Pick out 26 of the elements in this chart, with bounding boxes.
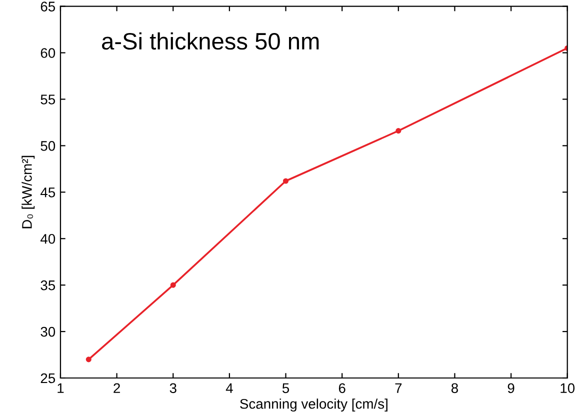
x-tick-label: 8	[451, 383, 458, 394]
x-axis-title: Scanning velocity [cm/s]	[240, 398, 388, 412]
x-tick-label: 10	[560, 383, 575, 394]
x-tick-label: 7	[395, 383, 402, 393]
y-tick-label: 65	[40, 2, 56, 12]
y-tick-label: 50	[40, 141, 56, 151]
x-tick-label: 4	[226, 383, 233, 393]
point	[170, 282, 176, 288]
x-tick-label: 2	[114, 383, 120, 393]
y-tick-label: 40	[40, 234, 56, 244]
y-tick-label: 35	[40, 280, 56, 290]
point	[396, 128, 402, 134]
annotation: a-Si thickness 50 nm	[102, 32, 319, 50]
point	[282, 178, 289, 184]
y-tick-label: 45	[40, 188, 56, 198]
x-tick-label: 6	[338, 383, 346, 394]
x-tick-label: 3	[170, 383, 176, 394]
point	[86, 356, 92, 362]
y-tick-label: 30	[40, 326, 56, 337]
x-tick-label: 9	[508, 383, 514, 394]
y-axis-title: D₀ [kW/cm²]	[22, 156, 35, 228]
x-tick-label: 5	[282, 383, 290, 394]
y-tick-label: 55	[40, 94, 56, 104]
y-tick-label: 25	[40, 373, 56, 384]
x-tick-label: 1	[58, 383, 64, 393]
y-tick-label: 60	[40, 48, 56, 58]
